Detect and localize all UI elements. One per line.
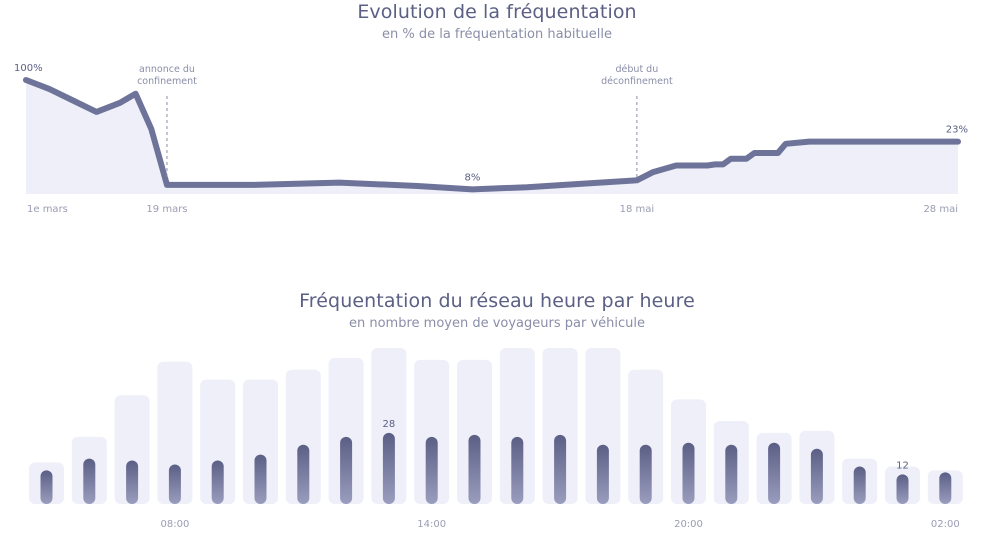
x-tick-label: 28 mai <box>923 204 958 215</box>
value-bar <box>768 442 781 504</box>
background-bar <box>414 359 450 504</box>
value-bar <box>853 466 866 504</box>
background-bar <box>585 347 621 504</box>
value-bar <box>254 454 267 504</box>
value-bar <box>896 474 909 504</box>
chart1-subtitle: en % de la fréquentation habituelle <box>381 27 613 42</box>
value-bar <box>725 444 738 504</box>
background-bar <box>371 347 407 504</box>
x-tick-label: 20:00 <box>674 519 703 530</box>
annotation-label: début du <box>616 64 659 75</box>
value-bar <box>425 436 438 504</box>
value-bar <box>83 458 96 504</box>
x-tick-label: 14:00 <box>417 519 446 530</box>
line-chart: 1e mars 19 mars 18 mai 28 mai annonce duconf… <box>14 63 968 215</box>
value-bar <box>40 470 53 504</box>
bar-value-label: 28 <box>383 419 396 430</box>
x-tick-label: 1e mars <box>27 204 68 215</box>
background-bar <box>628 369 664 504</box>
chart2-subtitle: en nombre moyen de voyageurs par véhicul… <box>348 316 645 331</box>
x-tick-label: 02:00 <box>931 519 960 530</box>
value-bar <box>554 434 567 504</box>
point-label: 100% <box>14 63 43 74</box>
background-bar <box>114 395 150 504</box>
value-bar <box>340 436 353 504</box>
value-bar <box>382 432 395 504</box>
background-bar <box>243 379 278 504</box>
background-bar <box>499 347 535 504</box>
series-line <box>23 77 961 193</box>
annotation-label: déconfinement <box>601 76 673 87</box>
background-bar <box>542 347 578 504</box>
x-tick-label: 19 mars <box>146 204 187 215</box>
value-bar <box>596 444 609 504</box>
value-bar <box>639 444 652 504</box>
chart2-title: Fréquentation du réseau heure par heure <box>299 290 695 312</box>
x-tick-label: 18 mai <box>620 204 655 215</box>
value-bar <box>682 442 695 504</box>
point-label: 23% <box>946 125 968 136</box>
background-bar <box>157 361 193 504</box>
bar-value-label: 12 <box>896 460 909 471</box>
background-bar <box>457 359 492 504</box>
value-bar <box>939 472 952 504</box>
value-bar <box>211 460 224 504</box>
point-label: 8% <box>464 172 480 183</box>
value-bar <box>810 448 823 504</box>
value-bar <box>297 444 310 504</box>
bar-chart: 28 12 08:00 14:00 20:00 02:00 <box>29 347 963 530</box>
value-bar <box>168 464 181 504</box>
background-bar <box>200 379 236 504</box>
chart1-title: Evolution de la fréquentation <box>357 1 637 23</box>
value-bar <box>511 436 524 504</box>
value-bar <box>126 460 139 504</box>
annotation-label: confinement <box>137 76 197 87</box>
annotation-label: annonce du <box>139 64 195 75</box>
background-bar <box>328 357 364 504</box>
background-bar <box>285 369 321 504</box>
x-tick-label: 08:00 <box>160 519 189 530</box>
value-bar <box>468 434 481 504</box>
